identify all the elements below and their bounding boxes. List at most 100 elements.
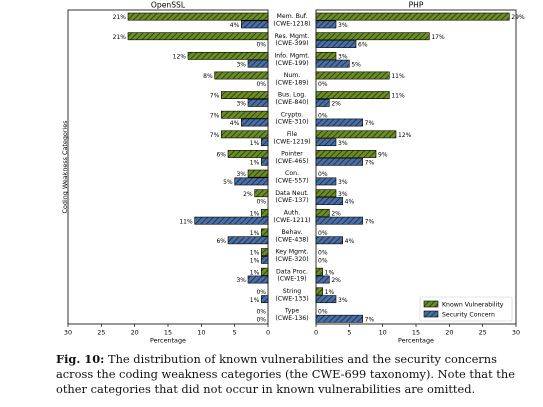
data-label-concern-openssl: 0% xyxy=(256,199,266,206)
bar-known-openssl xyxy=(261,208,269,217)
data-label-concern-php: 3% xyxy=(338,22,348,29)
data-label-known-php: 0% xyxy=(318,250,328,257)
bar-known-php xyxy=(315,71,390,80)
x-axis-label-php: Percentage xyxy=(398,337,434,345)
bar-known-openssl xyxy=(261,228,269,237)
category-label: File xyxy=(287,131,298,138)
bar-known-php xyxy=(315,150,377,158)
bar-known-openssl xyxy=(261,248,269,256)
x-tick-label-openssl: 5 xyxy=(233,329,237,337)
bar-concern-openssl xyxy=(261,255,269,264)
category-label: Num. xyxy=(284,72,301,79)
category-label: Mem. Buf. xyxy=(277,13,308,20)
data-label-concern-php: 5% xyxy=(351,61,361,68)
data-label-known-openssl: 1% xyxy=(250,269,260,276)
data-label-known-php: 29% xyxy=(511,14,525,21)
bar-concern-openssl xyxy=(241,20,269,29)
data-label-concern-openssl: 0% xyxy=(256,42,266,49)
data-label-concern-openssl: 0% xyxy=(256,316,266,323)
bar-concern-openssl xyxy=(247,275,269,284)
bar-concern-openssl xyxy=(247,59,269,68)
category-cwe-label: (CWE-199) xyxy=(275,60,308,67)
category-cwe-label: (CWE-320) xyxy=(275,256,308,263)
bar-known-php xyxy=(315,51,337,60)
data-label-concern-php: 4% xyxy=(345,199,355,206)
category-label: Crypto. xyxy=(281,111,304,118)
data-label-concern-php: 7% xyxy=(365,218,375,225)
caption-label: Fig. 10: xyxy=(56,352,105,366)
bar-concern-php xyxy=(315,314,363,323)
category-label: Data Proc. xyxy=(276,268,308,275)
bar-concern-openssl xyxy=(194,216,269,225)
category-cwe-label: (CWE-1211) xyxy=(273,217,310,224)
data-label-concern-php: 4% xyxy=(345,238,355,245)
bar-concern-php xyxy=(315,197,343,205)
bar-concern-php xyxy=(315,295,337,304)
category-cwe-label: (CWE-136) xyxy=(275,315,308,322)
bar-concern-openssl xyxy=(227,236,269,245)
data-label-concern-openssl: 1% xyxy=(250,297,260,304)
x-tick-label-php: 10 xyxy=(379,329,387,337)
x-tick-label-openssl: 0 xyxy=(266,329,270,337)
figure-caption: Fig. 10: The distribution of known vulne… xyxy=(56,352,518,397)
bar-known-php xyxy=(315,91,390,99)
bar-concern-openssl xyxy=(241,118,269,127)
bar-concern-openssl xyxy=(234,177,269,186)
data-label-concern-php: 3% xyxy=(338,179,348,186)
category-cwe-label: (CWE-1219) xyxy=(273,138,310,145)
data-label-known-openssl: 2% xyxy=(243,191,253,198)
data-label-concern-php: 7% xyxy=(365,120,375,127)
bar-known-openssl xyxy=(214,71,269,80)
bar-known-openssl xyxy=(221,110,269,119)
bar-known-php xyxy=(315,130,397,139)
bar-known-openssl xyxy=(187,51,269,60)
bar-known-openssl xyxy=(254,189,269,198)
data-label-concern-openssl: 5% xyxy=(223,179,233,186)
bar-known-openssl xyxy=(261,267,269,276)
category-label: Behav. xyxy=(282,229,303,236)
category-label: Auth. xyxy=(284,209,301,216)
x-tick-label-openssl: 15 xyxy=(164,329,172,337)
x-tick-label-openssl: 10 xyxy=(197,329,205,337)
legend-swatch-concern xyxy=(423,310,439,318)
bar-concern-php xyxy=(315,99,330,107)
data-label-known-php: 0% xyxy=(318,309,328,316)
category-label: Data Neut. xyxy=(275,190,309,197)
category-label: Key Mgmt. xyxy=(276,249,309,256)
data-label-known-openssl: 7% xyxy=(210,93,220,100)
category-label: Info. Mgmt. xyxy=(274,52,309,59)
bar-concern-php xyxy=(315,20,337,29)
x-tick-label-openssl: 25 xyxy=(97,329,105,337)
data-label-known-php: 0% xyxy=(318,230,328,237)
panel-title-openssl: OpenSSL xyxy=(151,1,186,10)
bar-concern-php xyxy=(315,275,330,284)
category-cwe-label: (CWE-557) xyxy=(275,178,308,185)
data-label-concern-openssl: 4% xyxy=(230,120,240,127)
category-label: String xyxy=(283,288,302,295)
bar-concern-openssl xyxy=(261,157,269,166)
bar-concern-php xyxy=(315,138,337,147)
x-tick-label-php: 15 xyxy=(412,329,420,337)
x-tick-label-openssl: 30 xyxy=(64,329,72,337)
panel-title-php: PHP xyxy=(409,1,424,10)
bar-known-php xyxy=(315,12,510,21)
category-cwe-label: (CWE-189) xyxy=(275,79,308,86)
data-label-concern-php: 3% xyxy=(338,297,348,304)
data-label-known-openssl: 3% xyxy=(236,171,246,178)
x-tick-label-openssl: 20 xyxy=(131,329,139,337)
data-label-concern-openssl: 0% xyxy=(256,81,266,88)
data-label-known-php: 9% xyxy=(378,152,388,159)
category-label: Res. Mgmt. xyxy=(275,33,310,40)
data-label-known-openssl: 8% xyxy=(203,73,213,80)
data-label-concern-openssl: 3% xyxy=(236,101,246,108)
category-cwe-label: (CWE-19) xyxy=(277,276,306,283)
data-label-concern-openssl: 3% xyxy=(236,61,246,68)
x-tick-label-php: 25 xyxy=(479,329,487,337)
data-label-concern-openssl: 1% xyxy=(250,258,260,265)
data-label-known-openssl: 6% xyxy=(216,152,226,159)
bar-concern-openssl xyxy=(261,138,269,147)
data-label-known-php: 12% xyxy=(398,132,412,139)
bar-concern-php xyxy=(315,157,363,166)
category-cwe-label: (CWE-465) xyxy=(275,158,308,165)
category-cwe-label: (CWE-133) xyxy=(275,295,308,302)
